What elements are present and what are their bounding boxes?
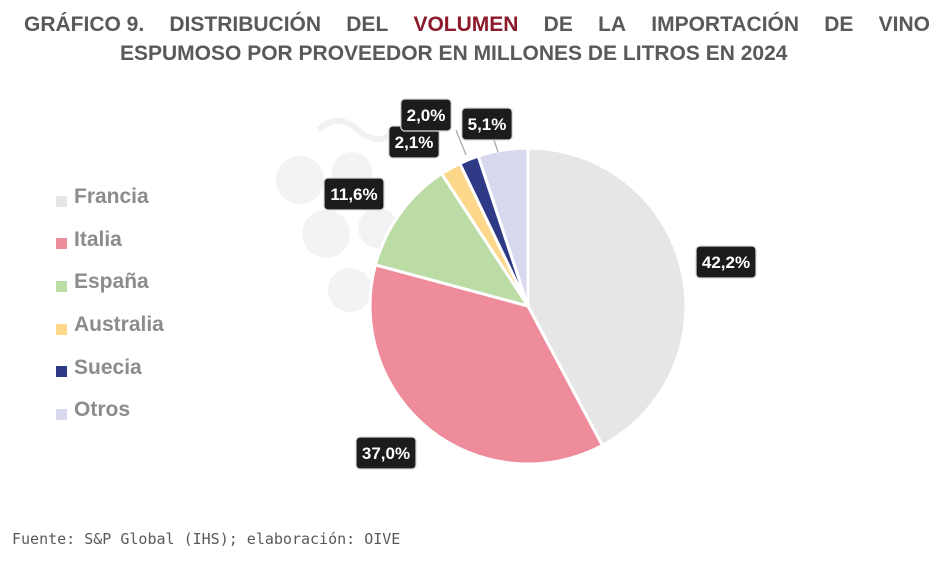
- data-label-text: 2,0%: [407, 106, 446, 125]
- title-highlight: VOLUMEN: [413, 13, 519, 36]
- leader-lines: [455, 129, 499, 156]
- leader-line-otros: [493, 139, 499, 153]
- title-word: LA: [598, 13, 627, 36]
- title-word: DE: [543, 13, 573, 36]
- data-label-box: [400, 98, 452, 132]
- data-label-box: [695, 245, 757, 279]
- pie-slice-francia: [526, 146, 688, 448]
- legend-swatch: [56, 238, 67, 250]
- legend-item-españa: España: [56, 261, 164, 304]
- chart-title: GRÁFICO 9. DISTRIBUCIÓN DEL VOLUMEN DE L…: [24, 10, 930, 68]
- legend-swatch: [56, 280, 67, 292]
- legend-label: Francia: [74, 185, 149, 209]
- data-label-text: 11,6%: [330, 185, 377, 204]
- pie-slice-españa: [373, 171, 532, 309]
- data-label-box: [461, 107, 513, 141]
- data-label-francia: 42,2%: [695, 245, 757, 279]
- legend-label: Italia: [74, 227, 122, 251]
- legend-swatch: [56, 408, 67, 420]
- chart-legend: Francia Italia España Australia Suecia Otros: [56, 176, 164, 432]
- legend-item-italia: Italia: [56, 219, 164, 262]
- data-label-text: 5,1%: [468, 115, 507, 134]
- title-word: DE: [824, 13, 854, 36]
- title-word: DISTRIBUCIÓN: [169, 13, 322, 36]
- data-labels: 42,2% 37,0% 11,6% 2,1% 2,0% 5,1%: [323, 98, 757, 470]
- legend-swatch: [56, 323, 67, 335]
- pie-slices: [368, 146, 688, 466]
- data-label-box: [323, 177, 385, 211]
- data-label-text: 2,1%: [395, 133, 434, 152]
- title-word: IMPORTACIÓN: [651, 13, 800, 36]
- legend-item-suecia: Suecia: [56, 346, 164, 389]
- data-label-otros: 5,1%: [461, 107, 513, 141]
- legend-label: Australia: [74, 313, 164, 337]
- legend-label: España: [74, 270, 149, 294]
- legend-item-australia: Australia: [56, 304, 164, 347]
- title-word: DEL: [346, 13, 389, 36]
- source-note: Fuente: S&P Global (IHS); elaboración: O…: [12, 530, 401, 548]
- pie-slice-italia: [368, 262, 605, 466]
- data-label-box: [355, 436, 417, 470]
- data-label-text: 37,0%: [362, 444, 410, 463]
- title-word: VINO: [878, 13, 930, 36]
- data-label-suecia: 2,0%: [400, 98, 452, 132]
- legend-item-otros: Otros: [56, 389, 164, 432]
- pie-slice-otros: [476, 146, 530, 307]
- legend-label: Suecia: [74, 355, 142, 379]
- title-line-1: GRÁFICO 9. DISTRIBUCIÓN DEL VOLUMEN DE L…: [24, 10, 930, 39]
- legend-swatch: [56, 366, 67, 378]
- legend-swatch: [56, 195, 67, 207]
- grape-watermark: [276, 118, 401, 312]
- chart-number: GRÁFICO 9.: [24, 13, 145, 36]
- legend-item-francia: Francia: [56, 176, 164, 219]
- leader-line-suecia: [455, 129, 467, 156]
- data-label-españa: 11,6%: [323, 177, 385, 211]
- data-label-text: 42,2%: [702, 253, 750, 272]
- legend-label: Otros: [74, 398, 131, 422]
- title-line-2: ESPUMOSO POR PROVEEDOR EN MILLONES DE LI…: [120, 42, 788, 65]
- data-label-italia: 37,0%: [355, 436, 417, 470]
